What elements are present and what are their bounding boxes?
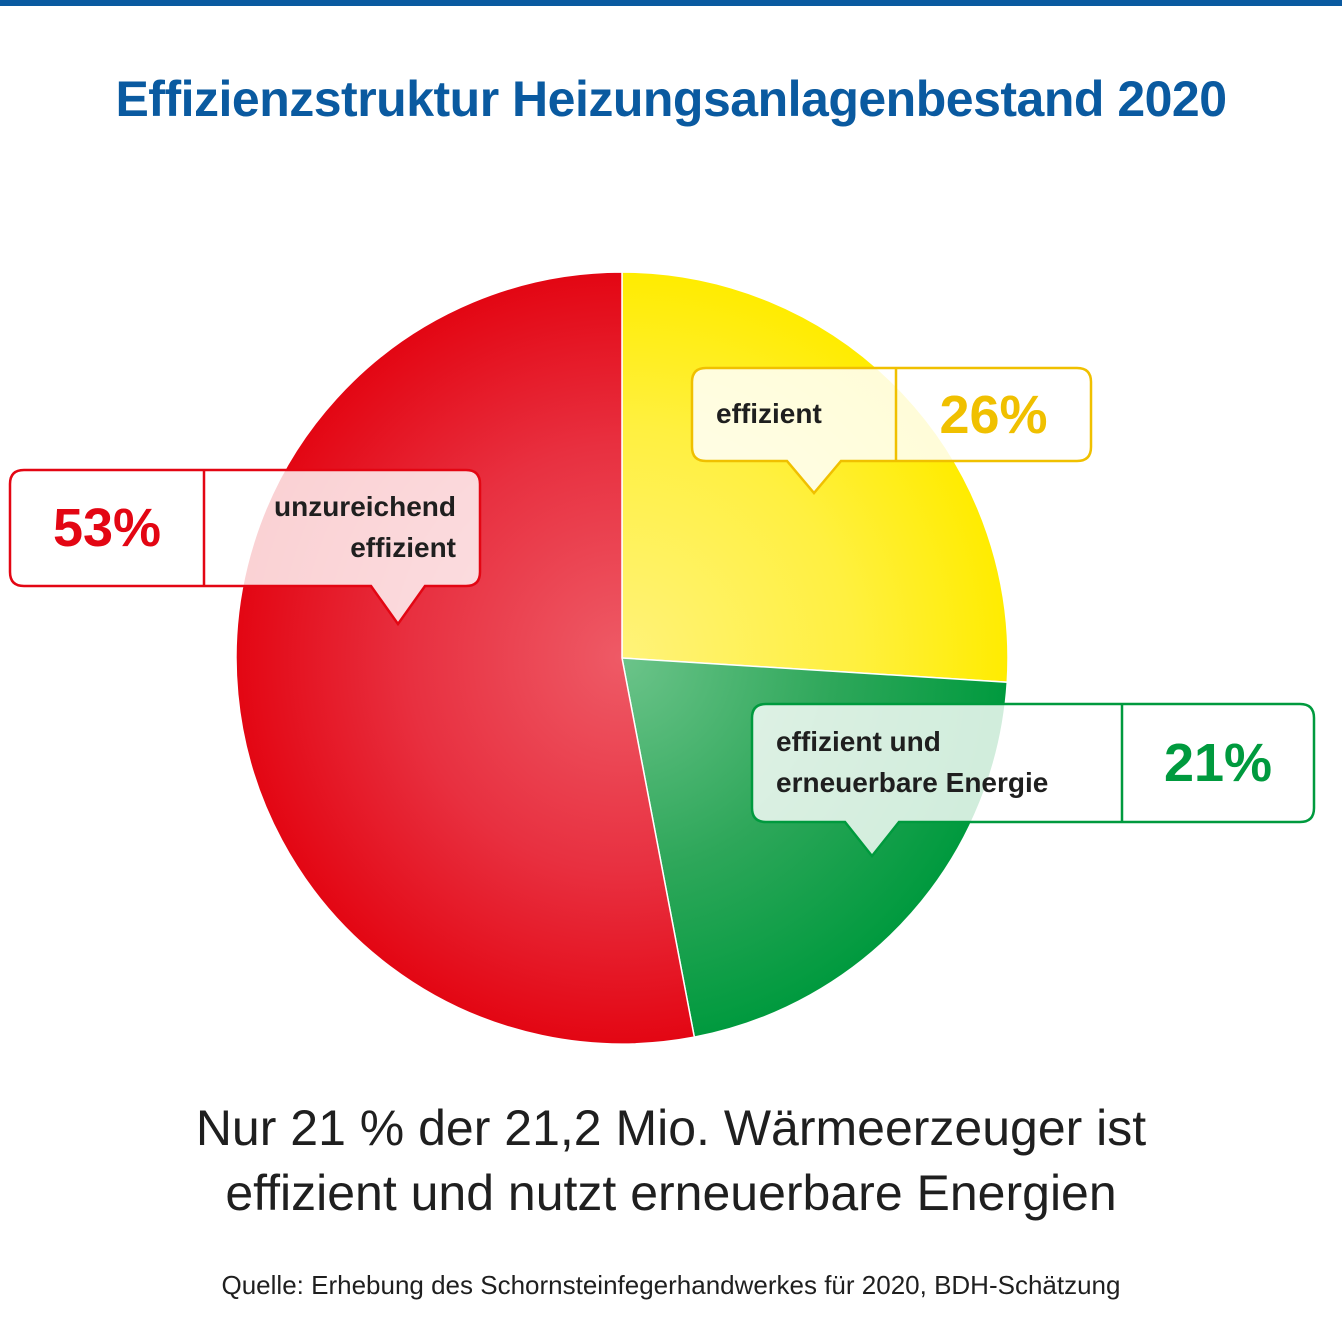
callout-box-red	[8, 468, 482, 627]
callout-unzureichend	[8, 468, 482, 627]
top-rule	[0, 0, 1342, 6]
callout-percent-erneuerbar: 21%	[1163, 733, 1273, 793]
callout-erneuerbar	[750, 702, 1316, 859]
callout-label-unzureichend: unzureichend effizient	[273, 491, 456, 563]
callout-label-effizient: effizient	[716, 398, 822, 430]
callout-label-erneuerbar: effizient und erneuerbare Energie	[776, 726, 1049, 798]
callout-effizient	[690, 366, 1093, 495]
headline-line-2: effizient und nutzt erneuerbare Energien	[225, 1165, 1117, 1221]
callout-percent-effizient: 26%	[939, 384, 1048, 445]
chart-title: Effizienzstruktur Heizungsanlagenbestand…	[115, 71, 1227, 127]
headline: Nur 21 % der 21,2 Mio. Wärmeerzeuger ist…	[0, 1096, 1342, 1226]
source-note: Quelle: Erhebung des Schornsteinfegerhan…	[221, 1270, 1121, 1300]
callout-box-yellow	[690, 366, 1093, 495]
callout-box-green	[750, 702, 1316, 859]
pie-slice-2	[235, 271, 696, 1045]
callout-percent-unzureichend: 53%	[52, 498, 162, 558]
headline-line-1: Nur 21 % der 21,2 Mio. Wärmeerzeuger ist	[195, 1100, 1147, 1156]
